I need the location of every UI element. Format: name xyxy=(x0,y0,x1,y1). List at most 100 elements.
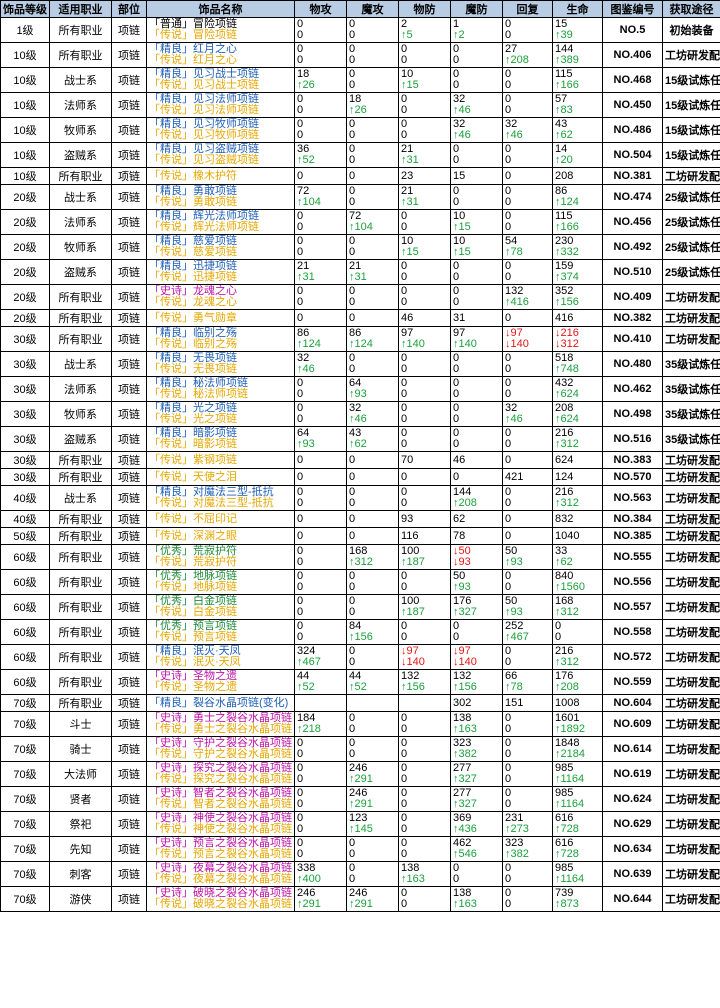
job-cell: 所有职业 xyxy=(49,527,112,545)
stat-matk: 0 xyxy=(349,470,356,483)
level-cell: 1级 xyxy=(0,17,50,43)
stat-patk: 0 xyxy=(297,54,304,66)
table-row: 1级 所有职业 项链 「普通」冒险项链 「传说」冒险项链 0 0 0 0 2 ↑5 1 ↑2 0 0 15 ↑3… xyxy=(0,17,720,43)
stat-hp-cell: 1040 xyxy=(552,527,603,545)
stat-hp-cell: ↓216 ↓312 xyxy=(552,326,603,352)
level-cell: 70级 xyxy=(0,694,50,712)
job-cell: 游侠 xyxy=(49,886,112,912)
level-cell: 20级 xyxy=(0,259,50,285)
header-source: 获取途径 xyxy=(662,0,720,18)
stat-hp-cell: 216 ↑312 xyxy=(552,644,603,670)
item-name-cell: 「精良」裂谷水晶项链(变化) xyxy=(146,694,295,712)
stat-hp: ↑208 xyxy=(555,681,579,693)
stat-pdef: 0 xyxy=(401,104,408,116)
stat-pdef: 93 xyxy=(401,512,414,525)
job-cell: 牧师系 xyxy=(49,401,112,427)
slot-cell: 项链 xyxy=(111,811,147,837)
item-name: 「传说」秘法师项链 xyxy=(149,388,248,400)
stat-pdef: 0 xyxy=(401,823,408,835)
stat-pdef: 100 xyxy=(401,595,420,607)
item-name: 「精良」慈爱项链 xyxy=(149,235,237,247)
item-name-cell: 「史诗」勇士之裂谷水晶项链 「传说」勇士之裂谷水晶项链 xyxy=(146,711,295,737)
stat-regen: ↑382 xyxy=(505,848,529,860)
stat-mdef: ↑327 xyxy=(453,606,477,618)
stat-hp: 208 xyxy=(555,402,574,414)
stat-mdef-cell: 369 ↑436 xyxy=(450,811,503,837)
codex-number-cell: NO.450 xyxy=(602,92,663,118)
stat-patk: 0 xyxy=(297,169,304,182)
stat-hp-cell: 518 ↑748 xyxy=(552,351,603,377)
stat-patk: ↑52 xyxy=(297,681,315,693)
item-name-cell: 「精良」秘法师项链 「传说」秘法师项链 xyxy=(146,376,295,402)
header-regen: 回复 xyxy=(502,0,553,18)
item-name: 「传说」红月之心 xyxy=(149,54,237,66)
item-name: 「传说」神使之裂谷水晶项链 xyxy=(149,823,292,835)
table-row: 60级 所有职业 项链 「优秀」预言项链 「传说」预言项链 0 0 84 ↑156 0 0 0 0 252… xyxy=(0,619,720,645)
stat-pdef-cell: 100 ↑187 xyxy=(398,544,451,570)
stat-mdef: ↑546 xyxy=(453,848,477,860)
level-cell: 20级 xyxy=(0,284,50,310)
stat-patk: 0 xyxy=(297,29,304,41)
level-cell: 70级 xyxy=(0,761,50,787)
stat-matk: 0 xyxy=(349,154,356,166)
job-cell: 盗贼系 xyxy=(49,259,112,285)
stat-hp: 1040 xyxy=(555,529,580,542)
job-cell: 所有职业 xyxy=(49,644,112,670)
stat-hp: 416 xyxy=(555,311,574,324)
stat-mdef-cell: 277 ↑327 xyxy=(450,761,503,787)
stat-hp: 518 xyxy=(555,352,574,364)
stat-patk: 0 xyxy=(297,377,304,389)
stat-matk: 21 xyxy=(349,260,362,272)
item-name-cell: 「史诗」预言之裂谷水晶项链 「传说」预言之裂谷水晶项链 xyxy=(146,836,295,862)
stat-matk: 84 xyxy=(349,620,362,632)
stat-patk: 0 xyxy=(297,388,304,400)
stat-pdef: 0 xyxy=(401,887,408,899)
stat-hp: ↑728 xyxy=(555,848,579,860)
stat-mdef: 0 xyxy=(453,68,460,80)
source-cell: 工坊研发配方 xyxy=(662,711,720,737)
job-cell: 战士系 xyxy=(49,485,112,511)
table-row: 70级 先知 项链 「史诗」预言之裂谷水晶项链 「传说」预言之裂谷水晶项链 0 0 0 0 0 0 4… xyxy=(0,836,720,862)
codex-number-cell: NO.474 xyxy=(602,184,663,210)
stat-pdef: 0 xyxy=(401,271,408,283)
stat-hp-cell: 216 ↑312 xyxy=(552,426,603,452)
item-name: 「精良」光之项链 xyxy=(149,402,237,414)
codex-number-cell: NO.604 xyxy=(602,694,663,712)
stat-regen-cell: 0 xyxy=(502,510,553,528)
job-cell: 所有职业 xyxy=(49,669,112,695)
stat-patk-cell: 338 ↑400 xyxy=(294,861,347,887)
item-name-cell: 「优秀」白金项链 「传说」白金项链 xyxy=(146,594,295,620)
stat-patk: 0 xyxy=(297,762,304,774)
stat-hp: 124 xyxy=(555,470,574,483)
stat-patk: 0 xyxy=(297,486,304,498)
stat-patk: 86 xyxy=(297,327,310,339)
job-cell: 大法师 xyxy=(49,761,112,787)
stat-regen: 0 xyxy=(505,898,512,910)
stat-matk: 0 xyxy=(349,79,356,91)
stat-pdef: ↑15 xyxy=(401,246,419,258)
stat-matk-cell: 246 ↑291 xyxy=(346,786,399,812)
slot-cell: 项链 xyxy=(111,886,147,912)
stat-pdef: 0 xyxy=(401,497,408,509)
stat-pdef: 46 xyxy=(401,311,414,324)
table-row: 70级 大法师 项链 「史诗」探究之裂谷水晶项链 「传说」探究之裂谷水晶项链 0 0 246 ↑… xyxy=(0,761,720,787)
item-name-cell: 「精良」无畏项链 「传说」无畏项链 xyxy=(146,351,295,377)
item-name: 「精良」无畏项链 xyxy=(149,352,237,364)
table-row: 10级 所有职业 项链 「精良」红月之心 「传说」红月之心 0 0 0 0 0 0 0 0 27 ↑208 1… xyxy=(0,42,720,68)
slot-cell: 项链 xyxy=(111,711,147,737)
stat-hp-cell: 115 ↑166 xyxy=(552,67,603,93)
stat-mdef-cell: 138 ↑163 xyxy=(450,886,503,912)
stat-pdef: 0 xyxy=(401,285,408,297)
